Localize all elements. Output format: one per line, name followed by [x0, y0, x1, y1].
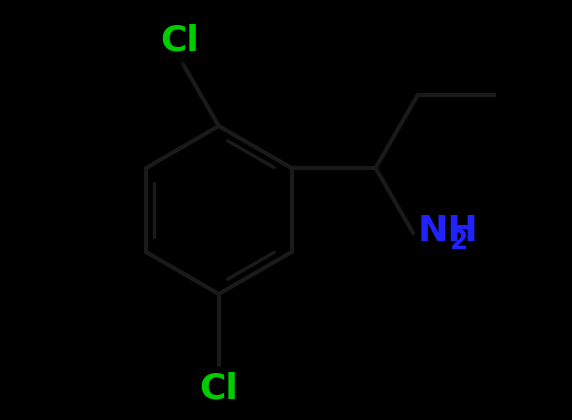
Text: NH: NH [418, 214, 478, 248]
Text: 2: 2 [450, 229, 468, 255]
Text: Cl: Cl [200, 372, 238, 406]
Text: Cl: Cl [160, 24, 199, 58]
